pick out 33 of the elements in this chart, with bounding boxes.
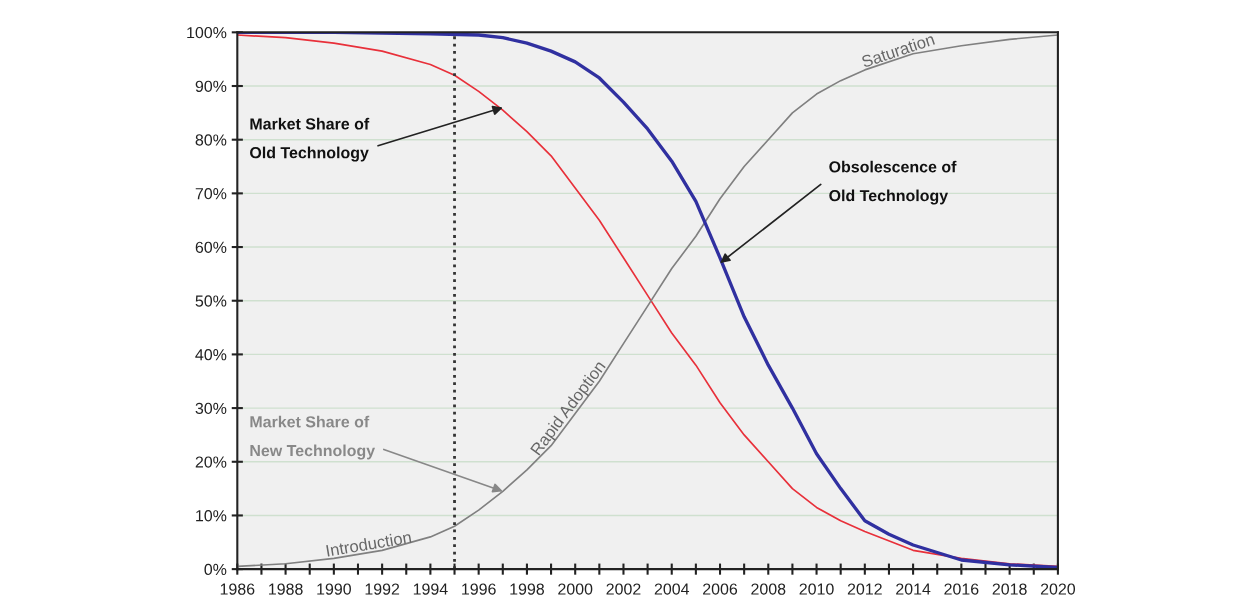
x-tick-label: 2006 [703,583,738,595]
x-tick-label: 2018 [992,583,1027,595]
y-tick-label: 100% [187,26,227,39]
x-tick-label: 2012 [847,583,882,595]
y-tick-label: 40% [195,349,227,361]
x-tick-label: 2004 [654,583,690,595]
x-tick-label: 2016 [944,583,979,595]
annotation: Market Share of New Technology [250,415,376,460]
x-tick-label: 2010 [799,583,834,595]
annotation: Introduction [326,530,412,557]
annotation: Market Share of Old Technology [250,117,370,162]
x-tick-label: 2002 [606,583,641,595]
y-tick-label: 20% [195,456,227,468]
y-tick-label: 10% [196,510,227,522]
y-tick-label: 70% [195,188,227,200]
y-tick-label: 50% [195,295,227,307]
y-tick-label: 90% [195,80,227,92]
x-tick-label: 1994 [413,583,448,595]
x-tick-label: 1988 [269,583,303,595]
annotation: Obsolescence of Old Technology [829,160,957,205]
x-tick-label: 2014 [896,583,931,595]
x-tick-label: 2020 [1040,583,1076,595]
x-tick-label: 1992 [365,583,400,595]
y-tick-label: 0% [204,563,227,576]
y-tick-label: 80% [195,134,227,146]
y-tick-label: 30% [195,402,227,415]
x-tick-label: 1990 [317,583,351,595]
x-tick-label: 2008 [751,583,786,595]
x-tick-label: 1986 [220,583,255,595]
x-tick-label: 1998 [510,583,544,595]
x-tick-label: 2000 [558,583,593,595]
x-tick-label: 1996 [462,583,496,595]
y-tick-label: 60% [195,241,227,253]
